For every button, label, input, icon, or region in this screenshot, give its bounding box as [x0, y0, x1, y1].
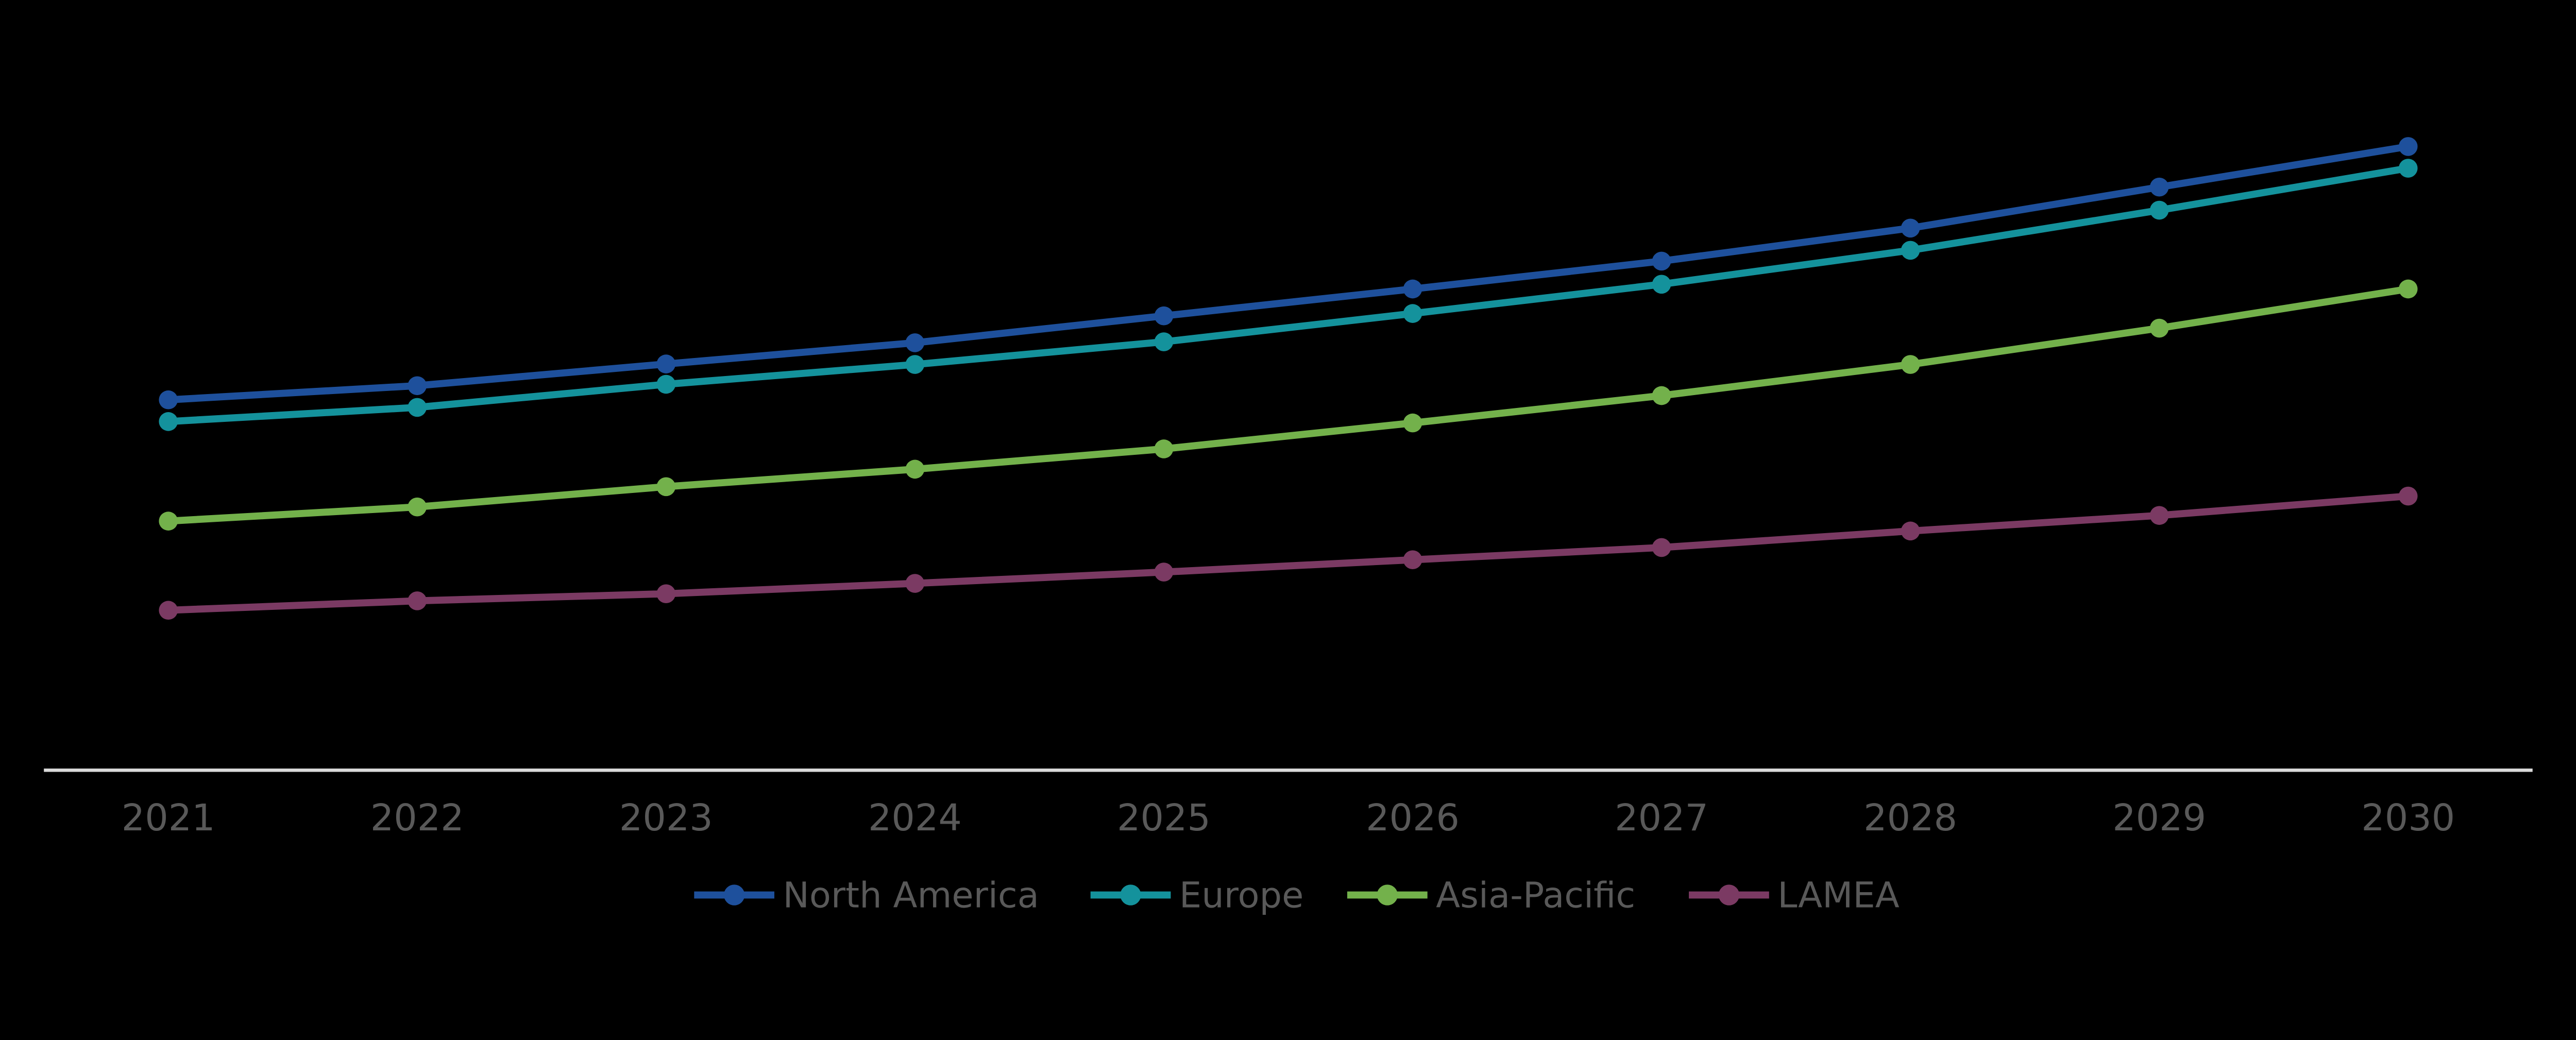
data-point-north-america-2021	[159, 390, 178, 410]
data-point-europe-2027	[1652, 275, 1671, 294]
data-point-europe-2030	[2398, 159, 2418, 178]
series-line-lamea	[168, 492, 2409, 614]
data-point-europe-2022	[408, 398, 427, 417]
data-point-north-america-2030	[2398, 137, 2418, 156]
series-asia-pacific	[159, 279, 2418, 531]
data-point-asia-pacific-2030	[2398, 279, 2418, 299]
data-point-europe-2024	[905, 355, 925, 374]
data-point-lamea-2023	[656, 584, 676, 603]
data-point-north-america-2027	[1652, 251, 1671, 271]
regional-forecast-line-chart: 2021 2022 2023 2024 2025 2026 2027 2028 2029 2030…	[44, 137, 2533, 916]
legend-dot-icon	[1718, 884, 1740, 906]
data-point-lamea-2030	[2398, 486, 2418, 506]
legend-label-europe: Europe	[1179, 875, 1304, 916]
data-point-europe-2026	[1403, 304, 1422, 323]
data-point-europe-2025	[1154, 332, 1174, 351]
data-point-north-america-2022	[408, 376, 427, 396]
data-point-north-america-2023	[656, 354, 676, 373]
legend-label-lamea: LAMEA	[1777, 875, 1899, 916]
data-point-europe-2029	[2149, 200, 2169, 220]
legend-item-asia-pacific: Asia-Pacific	[1347, 875, 1635, 916]
legend: North America Europe Asia-Pacific LAMEA	[694, 875, 1900, 916]
data-point-asia-pacific-2028	[1901, 355, 1920, 374]
data-point-asia-pacific-2024	[905, 459, 925, 479]
series-line-asia-pacific	[168, 285, 2409, 525]
data-point-lamea-2029	[2149, 506, 2169, 525]
series-line-europe	[168, 164, 2409, 425]
x-tick-label-2029: 2029	[2112, 796, 2206, 839]
legend-dot-icon	[1377, 884, 1398, 906]
x-tick-label-2021: 2021	[122, 796, 215, 839]
x-tick-label-2030: 2030	[2361, 796, 2455, 839]
data-point-lamea-2026	[1403, 550, 1422, 570]
data-point-lamea-2024	[905, 574, 925, 593]
data-point-north-america-2026	[1403, 279, 1422, 299]
data-point-asia-pacific-2025	[1154, 439, 1174, 458]
data-point-asia-pacific-2026	[1403, 413, 1422, 433]
data-point-lamea-2027	[1652, 538, 1671, 557]
x-tick-label-2028: 2028	[1863, 796, 1957, 839]
x-tick-label-2024: 2024	[868, 796, 962, 839]
data-point-lamea-2028	[1901, 521, 1920, 541]
data-point-europe-2028	[1901, 241, 1920, 260]
legend-label-asia-pacific: Asia-Pacific	[1436, 875, 1635, 916]
data-point-asia-pacific-2021	[159, 512, 178, 531]
series-north-america	[159, 137, 2418, 410]
x-tick-label-2025: 2025	[1117, 796, 1211, 839]
data-point-asia-pacific-2027	[1652, 386, 1671, 405]
data-point-north-america-2029	[2149, 177, 2169, 197]
legend-item-lamea: LAMEA	[1689, 875, 1900, 916]
data-point-north-america-2028	[1901, 218, 1920, 238]
data-point-lamea-2022	[408, 591, 427, 610]
legend-dot-icon	[1120, 884, 1141, 906]
data-point-asia-pacific-2029	[2149, 318, 2169, 338]
legend-label-north-america: North America	[783, 875, 1039, 916]
chart-area: 2021 2022 2023 2024 2025 2026 2027 2028 2029 2030…	[44, 137, 2533, 916]
data-point-lamea-2025	[1154, 562, 1174, 582]
x-tick-label-2022: 2022	[370, 796, 464, 839]
series-lamea	[159, 486, 2418, 620]
series-line-north-america	[168, 143, 2409, 404]
data-point-europe-2021	[159, 412, 178, 431]
data-point-north-america-2024	[905, 333, 925, 352]
x-tick-label-2027: 2027	[1615, 796, 1708, 839]
legend-item-europe: Europe	[1090, 875, 1304, 916]
x-tick-label-2026: 2026	[1366, 796, 1460, 839]
legend-dot-icon	[724, 884, 745, 906]
data-point-europe-2023	[656, 374, 676, 394]
legend-item-north-america: North America	[694, 875, 1039, 916]
data-point-asia-pacific-2022	[408, 497, 427, 517]
series-europe	[159, 159, 2418, 431]
data-point-lamea-2021	[159, 601, 178, 620]
x-tick-label-2023: 2023	[619, 796, 713, 839]
data-point-asia-pacific-2023	[656, 477, 676, 497]
data-point-north-america-2025	[1154, 306, 1174, 326]
